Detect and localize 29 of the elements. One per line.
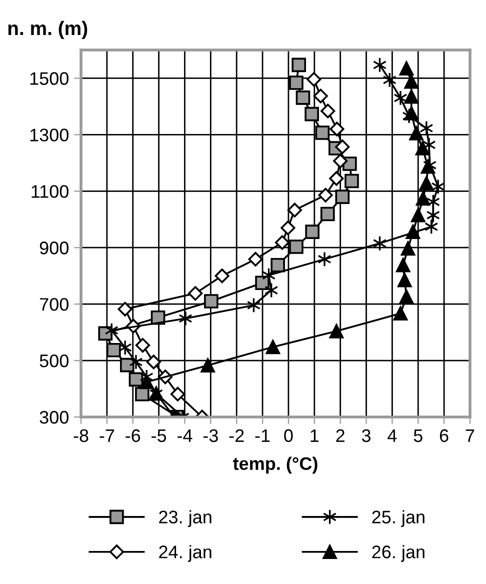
x-tick-label: -4	[178, 429, 192, 442]
x-axis-title: temp. (°C)	[232, 456, 318, 474]
y-tick-label: 500	[40, 354, 68, 368]
y-tick-label: 900	[40, 242, 68, 254]
y-tick-label: 700	[40, 298, 68, 311]
x-tick-label: -8	[74, 429, 88, 442]
legend-label: 26. jan	[372, 545, 424, 562]
x-tick-label: -5	[152, 429, 166, 442]
x-tick-label: -1	[255, 429, 270, 442]
x-tick-label: 0	[284, 429, 293, 442]
y-tick-label: 1100	[32, 185, 68, 198]
x-tick-label: -2	[229, 429, 244, 442]
legend-label: 23. jan	[159, 510, 212, 528]
y-tick-label: 1300	[30, 128, 68, 142]
x-tick-label: -6	[126, 429, 140, 442]
x-tick-label: 4	[388, 429, 397, 442]
x-tick-label: -7	[100, 429, 114, 442]
x-tick-label: 7	[466, 429, 474, 442]
y-tick-label: 1500	[30, 72, 68, 85]
y-tick-label: 300	[40, 410, 68, 424]
x-tick-label: 2	[336, 429, 344, 442]
x-tick-label: 1	[310, 429, 319, 442]
legend-label: 25. jan	[372, 510, 424, 528]
legend-label: 24. jan	[159, 545, 212, 562]
x-tick-label: -3	[203, 429, 218, 442]
x-tick-label: 5	[414, 429, 422, 442]
x-tick-label: 3	[362, 429, 370, 442]
x-tick-label: 6	[440, 429, 448, 442]
y-axis-title: n. m. (m)	[8, 20, 88, 39]
